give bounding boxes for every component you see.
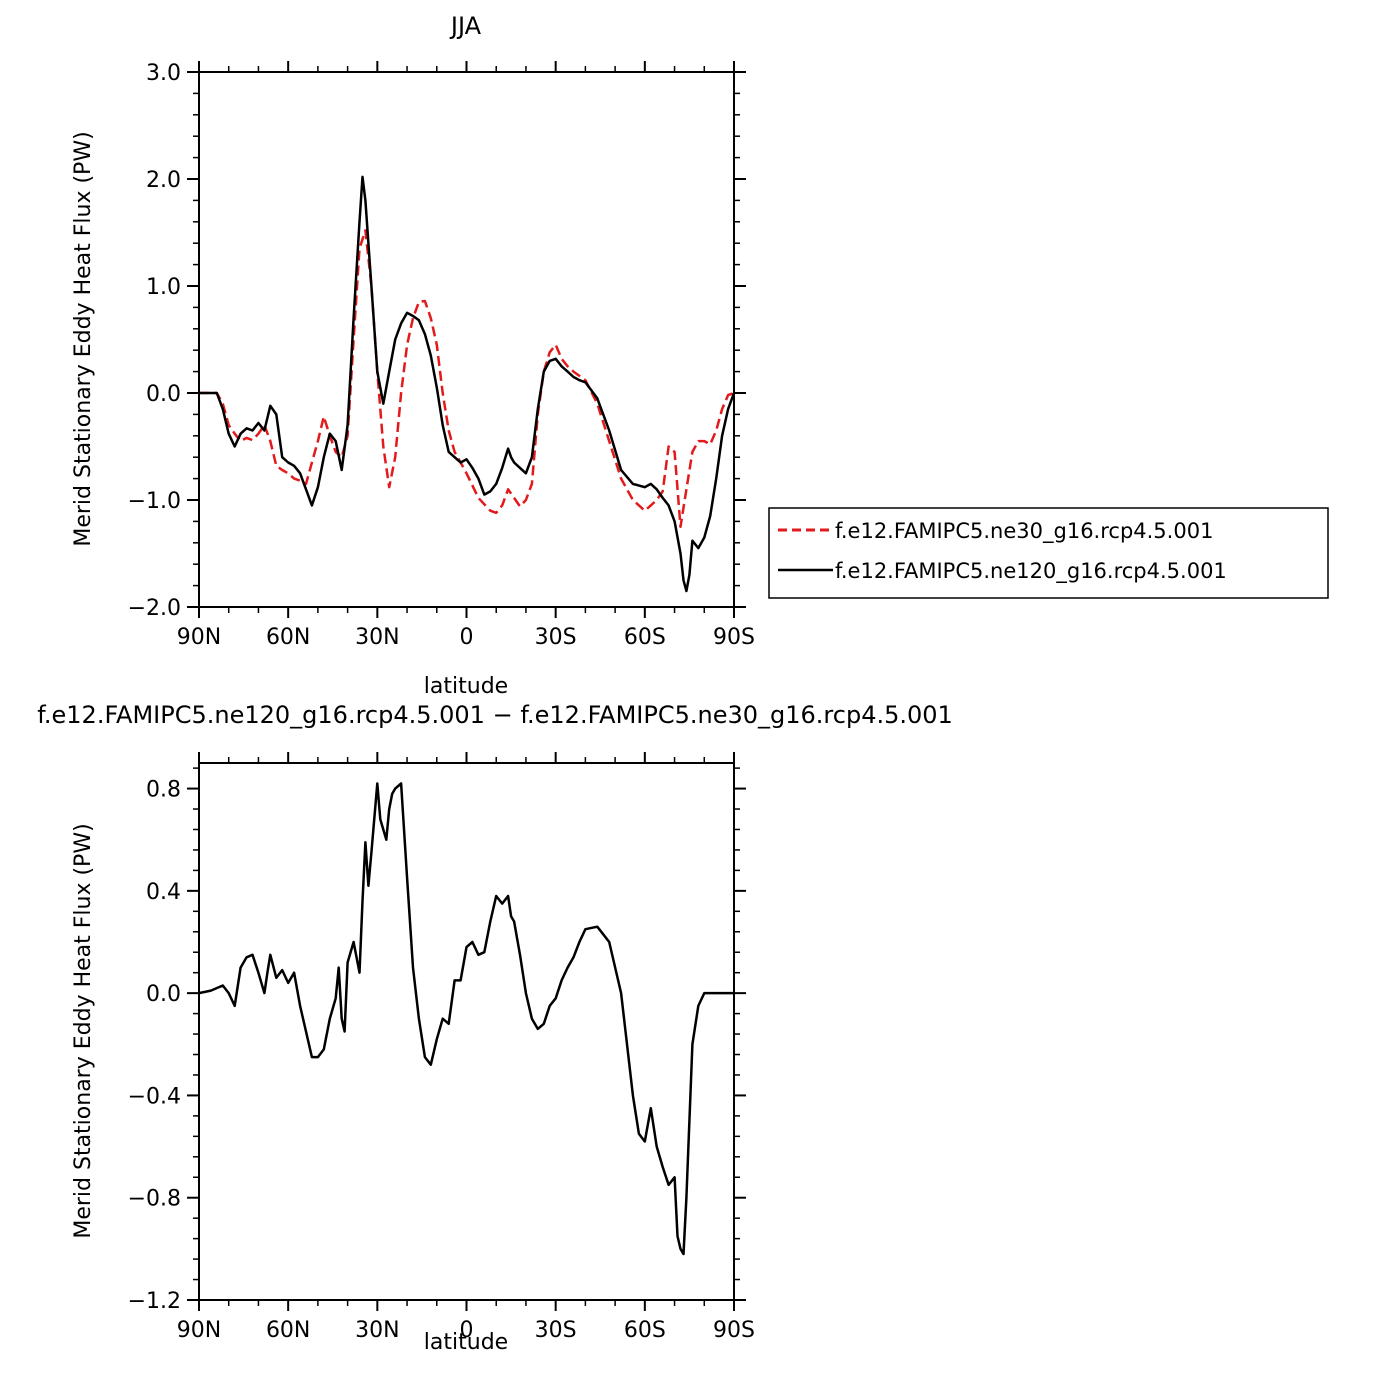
chart-title-bottom: f.e12.FAMIPC5.ne120_g16.rcp4.5.001 − f.e… bbox=[37, 701, 953, 729]
y-tick-label-top: −2.0 bbox=[128, 596, 181, 621]
x-tick-label-top: 0 bbox=[460, 625, 474, 650]
x-tick-label-top: 60N bbox=[266, 625, 310, 650]
y-tick-label-bottom: −1.2 bbox=[128, 1289, 181, 1314]
plot-area-top: 90N 60N 30N 0 30S 60S 90S 3.0 2.0 1.0 0.0 −1.0 −2.0 bbox=[128, 61, 755, 650]
y-tick-label-top: 3.0 bbox=[146, 61, 181, 86]
plot-frame-bottom bbox=[198, 762, 735, 1301]
y-tick-label-bottom: −0.8 bbox=[128, 1187, 181, 1212]
legend-label-ne120: f.e12.FAMIPC5.ne120_g16.rcp4.5.001 bbox=[835, 559, 1227, 584]
legend-label-ne30: f.e12.FAMIPC5.ne30_g16.rcp4.5.001 bbox=[835, 519, 1213, 544]
chart-title-top: JJA bbox=[449, 12, 482, 40]
plot-frame-top bbox=[198, 71, 735, 608]
legend-box bbox=[768, 507, 1329, 599]
plot-area-bottom: 90N 60N 30N 0 30S 60S 90S 0.8 0.4 0.0 −0.4 −0.8 −1.2 bbox=[128, 752, 755, 1343]
y-tick-label-top: 0.0 bbox=[146, 382, 181, 407]
y-tick-label-bottom: 0.8 bbox=[146, 778, 181, 803]
x-tick-label-bottom: 30S bbox=[535, 1318, 577, 1343]
x-tick-label-top: 30S bbox=[535, 625, 577, 650]
x-tick-label-top: 90S bbox=[713, 625, 755, 650]
x-tick-label-top: 30N bbox=[355, 625, 399, 650]
x-axis-title-bottom: latitude bbox=[424, 1330, 508, 1355]
x-tick-label-top: 90N bbox=[177, 625, 221, 650]
x-tick-label-bottom: 60N bbox=[266, 1318, 310, 1343]
x-tick-label-bottom: 0 bbox=[460, 1318, 474, 1343]
x-axis-title-top: latitude bbox=[424, 674, 508, 699]
x-tick-label-bottom: 30N bbox=[355, 1318, 399, 1343]
y-axis-title-top: Merid Stationary Eddy Heat Flux (PW) bbox=[71, 131, 96, 546]
series-line-top-1 bbox=[199, 175, 736, 593]
series-line-bottom-0 bbox=[198, 782, 734, 1256]
x-tick-label-bottom: 90S bbox=[713, 1318, 755, 1343]
y-tick-label-top: 2.0 bbox=[146, 168, 181, 193]
y-tick-label-top: −1.0 bbox=[128, 489, 181, 514]
y-axis-title-bottom: Merid Stationary Eddy Heat Flux (PW) bbox=[71, 823, 96, 1238]
legend: f.e12.FAMIPC5.ne30_g16.rcp4.5.001 f.e12.… bbox=[768, 507, 1329, 599]
y-tick-label-bottom: 0.4 bbox=[146, 880, 181, 905]
series-line-top-0 bbox=[199, 229, 735, 529]
y-tick-label-bottom: 0.0 bbox=[146, 982, 181, 1007]
x-tick-label-top: 60S bbox=[624, 625, 666, 650]
y-tick-label-bottom: −0.4 bbox=[128, 1084, 181, 1109]
x-tick-label-bottom: 90N bbox=[177, 1318, 221, 1343]
y-tick-label-top: 1.0 bbox=[146, 275, 181, 300]
x-tick-label-bottom: 60S bbox=[624, 1318, 666, 1343]
